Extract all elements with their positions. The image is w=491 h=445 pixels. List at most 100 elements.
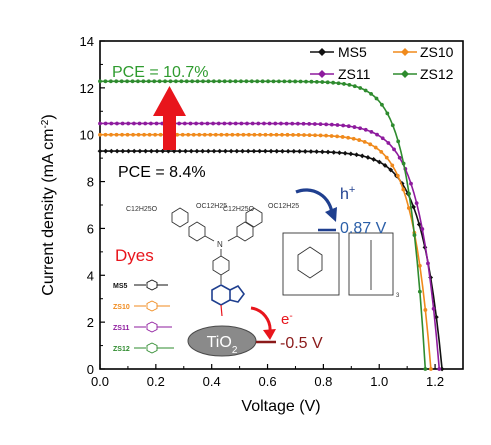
- point-zs12: [108, 79, 113, 84]
- point-ms5: [120, 148, 126, 154]
- point-zs10: [285, 132, 290, 137]
- point-zs12: [260, 79, 265, 84]
- point-ms5: [188, 148, 194, 154]
- point-ms5: [314, 149, 320, 155]
- point-zs10: [246, 132, 251, 137]
- point-ms5: [439, 366, 445, 372]
- point-zs12: [396, 139, 401, 144]
- point-ms5: [257, 148, 263, 154]
- point-ms5: [240, 148, 245, 154]
- dyes-title: Dyes: [115, 246, 154, 265]
- point-ms5: [319, 149, 325, 155]
- point-zs12: [98, 79, 102, 84]
- point-zs11: [188, 121, 193, 126]
- point-zs12: [157, 79, 162, 84]
- point-zs10: [142, 132, 147, 137]
- y-axis-title: Current density (mA cm-2): [40, 114, 58, 295]
- point-zs12: [293, 79, 298, 84]
- bond-left: [204, 235, 215, 242]
- hole-label: h+: [340, 184, 355, 203]
- y-tick-label: 8: [87, 175, 94, 190]
- point-zs11: [109, 121, 114, 126]
- point-zs12: [331, 80, 336, 85]
- point-zs12: [179, 79, 184, 84]
- point-zs10: [235, 132, 240, 137]
- point-ms5: [262, 148, 268, 154]
- point-zs10: [346, 135, 351, 140]
- x-tick-label: 1.2: [426, 374, 444, 389]
- point-zs11: [358, 126, 363, 131]
- point-zs10: [395, 173, 400, 178]
- point-zs12: [152, 79, 157, 84]
- point-zs12: [136, 79, 140, 84]
- point-zs11: [194, 121, 199, 126]
- point-zs10: [153, 132, 158, 137]
- y-tick-label: 4: [87, 268, 94, 283]
- point-zs11: [120, 121, 125, 126]
- point-zs12: [298, 79, 303, 84]
- benzothiadiazole-side: [229, 284, 245, 303]
- point-zs10: [269, 132, 273, 137]
- point-zs11: [284, 121, 289, 126]
- point-ms5: [365, 155, 371, 160]
- axis-ticks: 0.0 0.2 0.4 0.6 0.8 1.0 1.2 0 2 4 6 8 10 12 14: [80, 34, 445, 389]
- point-ms5: [126, 148, 131, 154]
- y-tick-label: 14: [80, 34, 94, 49]
- point-ms5: [245, 148, 251, 154]
- point-zs10: [406, 206, 411, 210]
- point-zs12: [380, 102, 384, 107]
- electron-label: e-: [281, 311, 293, 329]
- point-zs11: [137, 121, 142, 126]
- counterion-box: [348, 232, 394, 296]
- point-zs12: [385, 111, 390, 116]
- x-axis-title: Voltage (V): [241, 398, 320, 415]
- point-zs11: [256, 121, 261, 126]
- point-zs12: [407, 191, 411, 196]
- point-zs10: [417, 263, 422, 268]
- point-zs10: [428, 367, 433, 371]
- point-zs12: [277, 79, 281, 84]
- y-tick-label: 0: [87, 362, 94, 377]
- point-zs11: [375, 132, 379, 137]
- point-zs10: [423, 308, 428, 312]
- point-zs10: [373, 145, 378, 150]
- benzothiadiazole-ring: [211, 284, 231, 306]
- point-zs11: [437, 367, 442, 371]
- point-zs10: [368, 142, 373, 147]
- point-zs10: [186, 132, 191, 137]
- point-zs12: [103, 79, 108, 84]
- point-ms5: [200, 148, 206, 154]
- ring-right-top: [245, 207, 263, 228]
- point-zs12: [314, 79, 319, 84]
- point-ms5: [131, 148, 137, 154]
- x-tick-label: 0.6: [258, 374, 276, 389]
- point-zs11: [98, 121, 102, 126]
- point-zs10: [307, 133, 312, 138]
- y-axis-title-main: Current density (mA cm: [40, 129, 57, 296]
- point-zs12: [168, 79, 173, 84]
- point-zs10: [197, 132, 202, 137]
- point-zs12: [239, 79, 243, 84]
- point-zs10: [114, 132, 119, 137]
- point-ms5: [376, 159, 382, 165]
- point-zs10: [98, 132, 102, 137]
- redox-subscript: 3: [396, 293, 400, 299]
- cobalt-complex-box: [282, 232, 340, 296]
- tio2-label-sub: 2: [232, 345, 238, 356]
- point-zs11: [205, 121, 210, 126]
- point-zs10: [318, 133, 323, 138]
- point-zs12: [190, 79, 195, 84]
- legend-marker-zs10: [401, 48, 409, 56]
- point-zs10: [362, 139, 367, 144]
- point-zs11: [154, 121, 159, 126]
- point-ms5: [337, 150, 342, 156]
- substituent-mid2: C12H25O: [223, 206, 255, 213]
- point-zs11: [245, 121, 249, 126]
- point-zs10: [302, 133, 306, 137]
- point-ms5: [251, 148, 257, 154]
- point-ms5: [388, 167, 394, 173]
- point-zs10: [175, 132, 180, 137]
- substituent-right: OC12H25: [268, 203, 299, 210]
- point-zs12: [309, 79, 314, 84]
- point-zs11: [267, 121, 272, 126]
